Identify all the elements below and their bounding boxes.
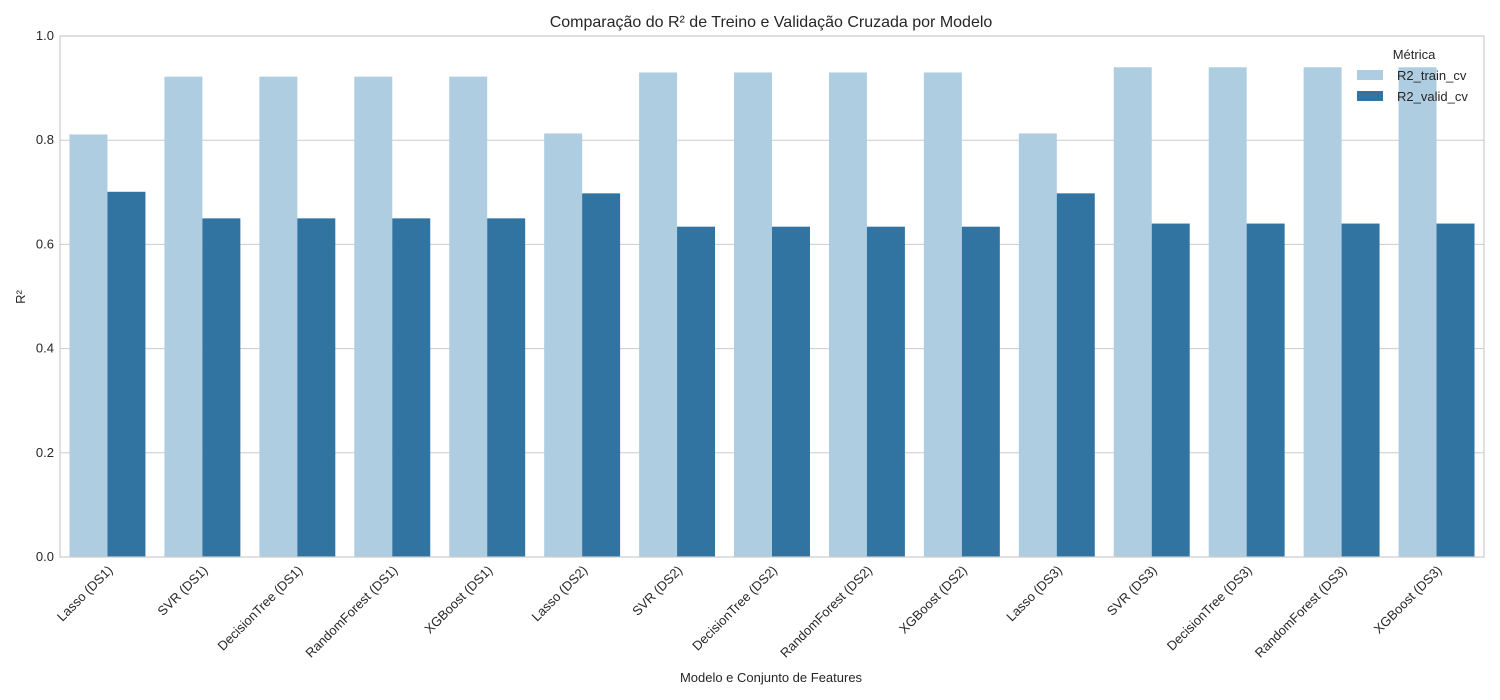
- y-tick-labels: 0.0 0.2 0.4 0.6 0.8 1.0: [36, 28, 54, 564]
- chart-title: Comparação do R² de Treino e Validação C…: [550, 14, 993, 31]
- x-tick-label: Lasso (DS2): [529, 563, 591, 625]
- bar-valid-13: [1341, 223, 1380, 557]
- bar-valid-8: [866, 226, 905, 557]
- x-tick-label: SVR (DS3): [1104, 563, 1160, 619]
- legend-title: Métrica: [1393, 47, 1436, 62]
- bar-train-9: [923, 72, 962, 557]
- bar-valid-2: [297, 218, 336, 557]
- bars: [69, 67, 1475, 558]
- bar-valid-12: [1246, 223, 1285, 557]
- x-tick-label: RandomForest (DS2): [777, 563, 875, 661]
- bar-valid-11: [1151, 223, 1190, 557]
- bar-train-5: [544, 133, 583, 557]
- bar-valid-10: [1056, 193, 1095, 558]
- x-tick-label: DecisionTree (DS2): [689, 563, 780, 654]
- bar-valid-14: [1436, 223, 1475, 557]
- bar-valid-3: [392, 218, 431, 557]
- y-tick-label: 0.2: [36, 445, 54, 460]
- bar-train-7: [734, 72, 772, 557]
- bar-train-6: [639, 72, 678, 557]
- bar-valid-7: [772, 226, 810, 557]
- bar-valid-0: [107, 191, 146, 558]
- bar-train-14: [1398, 67, 1437, 557]
- legend-label-train: R2_train_cv: [1397, 68, 1467, 83]
- bar-valid-6: [677, 226, 716, 557]
- x-tick-label: XGBoost (DS2): [896, 563, 970, 637]
- bar-train-0: [69, 134, 108, 557]
- x-axis-label: Modelo e Conjunto de Features: [680, 670, 863, 685]
- bar-valid-1: [202, 218, 241, 557]
- bar-train-12: [1208, 67, 1247, 557]
- plot-frame: [59, 35, 1485, 558]
- x-tick-labels: Lasso (DS1) SVR (DS1) DecisionTree (DS1)Ra…: [54, 563, 1445, 661]
- x-tick-label: DecisionTree (DS3): [1164, 563, 1255, 654]
- legend: Métrica R2_train_cv R2_valid_cv: [1357, 47, 1468, 104]
- bar-train-3: [354, 76, 393, 557]
- bar-train-4: [449, 76, 488, 557]
- x-tick-label: XGBoost (DS1): [421, 563, 495, 637]
- bar-valid-9: [961, 226, 1000, 557]
- bar-train-1: [164, 76, 203, 557]
- y-tick-label: 0.4: [36, 341, 54, 356]
- x-tick-label: SVR (DS2): [629, 563, 685, 619]
- y-axis-label: R²: [13, 289, 28, 303]
- bar-valid-4: [487, 218, 526, 557]
- x-tick-label: SVR (DS1): [154, 563, 210, 619]
- bar-train-13: [1303, 67, 1342, 557]
- legend-swatch-train: [1357, 70, 1383, 80]
- y-tick-label: 1.0: [36, 28, 54, 43]
- x-tick-label: RandomForest (DS3): [1252, 563, 1350, 661]
- bar-train-8: [828, 72, 867, 557]
- bar-valid-5: [582, 193, 621, 558]
- x-tick-label: Lasso (DS1): [54, 563, 116, 625]
- y-tick-label: 0.0: [36, 549, 54, 564]
- bar-train-2: [259, 76, 298, 557]
- x-tick-label: Lasso (DS3): [1003, 563, 1065, 625]
- x-tick-label: XGBoost (DS3): [1371, 563, 1445, 637]
- legend-label-valid: R2_valid_cv: [1397, 89, 1468, 104]
- bar-train-11: [1113, 67, 1152, 557]
- x-tick-label: RandomForest (DS1): [302, 563, 400, 661]
- bar-train-10: [1018, 133, 1057, 557]
- x-tick-label: DecisionTree (DS1): [214, 563, 305, 654]
- y-tick-label: 0.8: [36, 132, 54, 147]
- y-tick-label: 0.6: [36, 236, 54, 251]
- legend-swatch-valid: [1357, 91, 1383, 101]
